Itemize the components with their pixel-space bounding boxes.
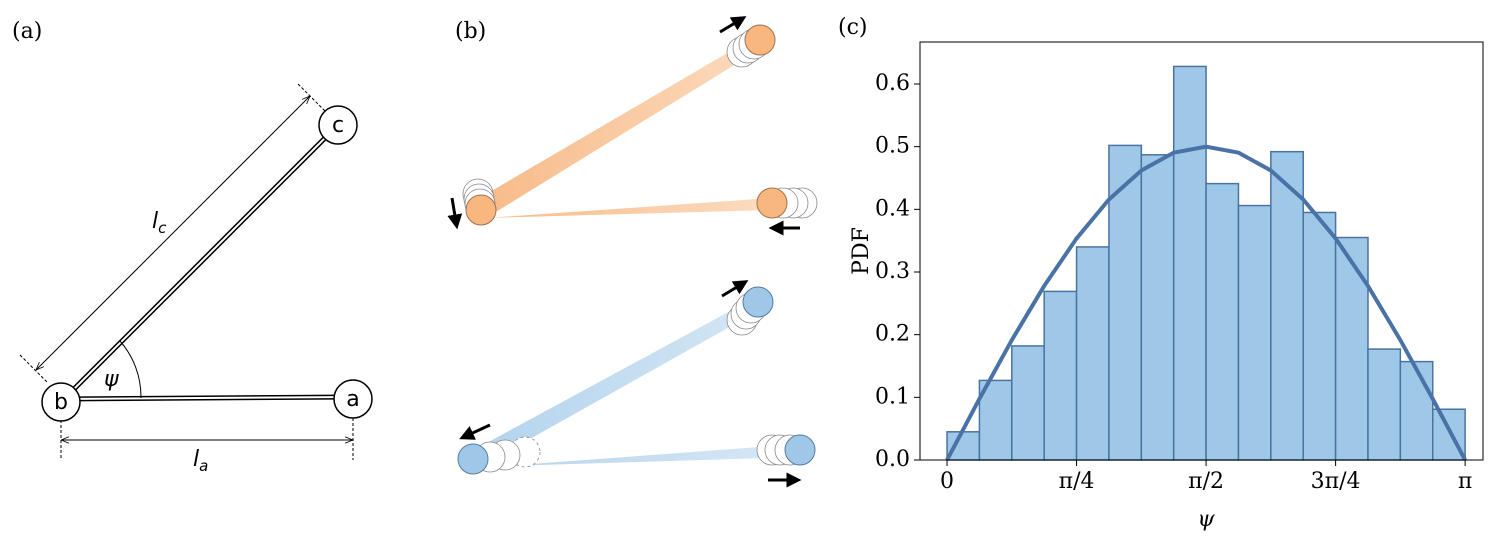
panel-label: (a) [12, 19, 42, 44]
node-label: b [54, 390, 68, 415]
angle-label: ψ [104, 367, 119, 392]
node-label: c [332, 113, 344, 138]
symbol: l [152, 209, 158, 234]
bar [1011, 345, 1045, 461]
panel-a [19, 83, 373, 460]
pdf-curve [945, 144, 1467, 461]
subscript: a [199, 457, 208, 475]
symbol: l [193, 447, 199, 472]
bar [1237, 204, 1272, 461]
panel-label: (b) [455, 19, 486, 44]
panel-label: (c) [838, 15, 868, 40]
x-tick-label: 3π/4 [1311, 469, 1361, 494]
node-label: a [346, 387, 359, 412]
y-tick-label: 0.5 [875, 134, 910, 159]
bar [1172, 65, 1207, 461]
bar [1043, 290, 1078, 461]
y-axis-label: PDF [849, 227, 874, 275]
bar [1270, 150, 1304, 461]
bar [1075, 246, 1110, 461]
y-tick-label: 0.4 [875, 196, 910, 221]
bar [1140, 154, 1175, 461]
bar [978, 379, 1013, 461]
bar [1399, 360, 1434, 461]
x-tick-label: 0 [940, 469, 954, 494]
length-label: la [193, 447, 208, 475]
y-tick-label: 0.2 [875, 322, 910, 347]
bar [1302, 211, 1337, 461]
length-label: lc [152, 209, 167, 237]
y-tick-label: 0.6 [875, 71, 910, 96]
x-tick-label: π [1458, 469, 1472, 494]
y-tick-label: 0.1 [875, 384, 910, 409]
subscript: c [158, 219, 167, 237]
y-tick-label: 0.3 [875, 259, 910, 284]
panel-b [447, 16, 818, 488]
bar [1367, 348, 1402, 461]
bar [1205, 182, 1240, 461]
histogram-panel: 0.0 0.1 0.2 0.3 0.4 0.5 0.6 0 π/4 π/2 3π/4 π [875, 41, 1484, 494]
x-tick-label: π/4 [1059, 469, 1095, 494]
bar [946, 431, 981, 461]
y-tick-label: 0.0 [875, 447, 910, 472]
x-axis-label: ψ [1197, 507, 1215, 532]
bar [1334, 236, 1369, 461]
axes-frame [919, 41, 1484, 461]
x-tick-label: π/2 [1188, 469, 1224, 494]
